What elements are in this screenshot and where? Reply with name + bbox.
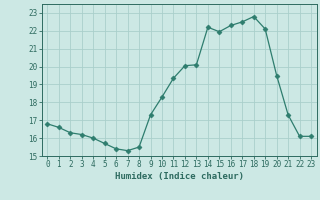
X-axis label: Humidex (Indice chaleur): Humidex (Indice chaleur) bbox=[115, 172, 244, 181]
